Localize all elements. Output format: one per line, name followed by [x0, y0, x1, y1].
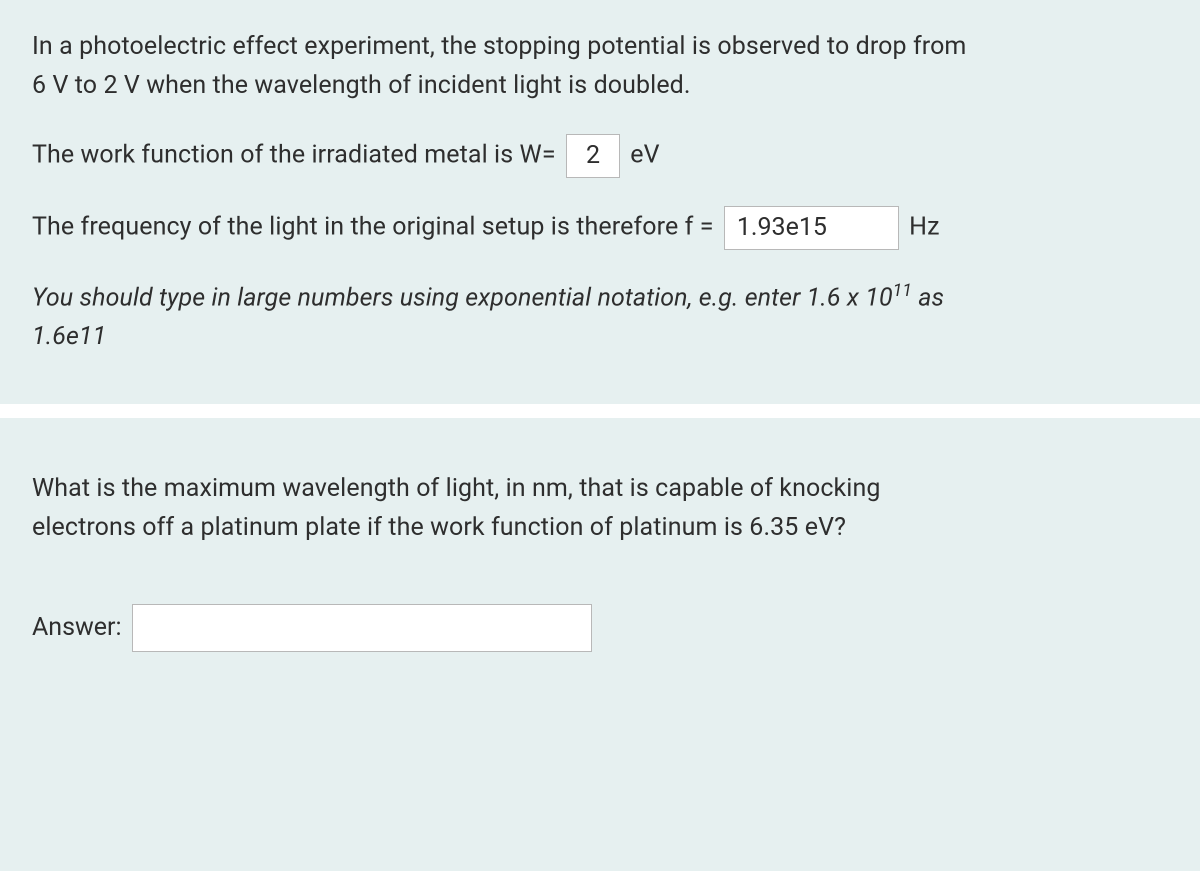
work-function-input[interactable]: [566, 134, 620, 178]
q2-answer-row: Answer:: [32, 604, 1168, 652]
question-block-2: What is the maximum wavelength of light,…: [0, 418, 1200, 700]
q1-hint-paragraph: You should type in large numbers using e…: [32, 278, 1168, 357]
question-block-1: In a photoelectric effect experiment, th…: [0, 0, 1200, 404]
q1-intro-line2: 6 V to 2 V when the wavelength of incide…: [32, 67, 1168, 106]
q1-intro-line1: In a photoelectric effect experiment, th…: [32, 28, 1168, 67]
q1-hint-exponent: 11: [893, 281, 912, 301]
q1-hint-line2: 1.6e11: [32, 318, 1168, 357]
q1-work-fn-prefix: The work function of the irradiated meta…: [32, 140, 556, 169]
q1-hint-line1: You should type in large numbers using e…: [32, 278, 1168, 318]
q2-text-line1: What is the maximum wavelength of light,…: [32, 470, 1168, 509]
q1-hint-suffix: as: [912, 283, 944, 312]
q1-frequency-row: The frequency of the light in the origin…: [32, 206, 1168, 250]
q2-text-line2: electrons off a platinum plate if the wo…: [32, 509, 1168, 548]
q1-work-fn-unit: eV: [630, 140, 659, 169]
q1-work-function-row: The work function of the irradiated meta…: [32, 134, 1168, 178]
section-divider: [0, 404, 1200, 418]
q1-freq-unit: Hz: [909, 212, 939, 241]
q2-text-paragraph: What is the maximum wavelength of light,…: [32, 470, 1168, 548]
q1-intro-paragraph: In a photoelectric effect experiment, th…: [32, 28, 1168, 106]
q1-hint-prefix: You should type in large numbers using e…: [32, 283, 893, 312]
answer-label: Answer:: [32, 613, 122, 642]
frequency-input[interactable]: [724, 206, 899, 250]
q1-freq-prefix: The frequency of the light in the origin…: [32, 212, 714, 241]
answer-input[interactable]: [132, 604, 592, 652]
